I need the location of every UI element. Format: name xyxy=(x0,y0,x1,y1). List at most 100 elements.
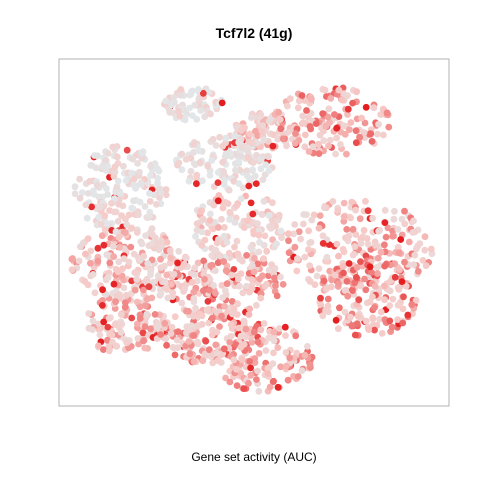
scatter-point-1366 xyxy=(313,272,321,280)
scatter-point-1424 xyxy=(353,264,361,271)
scatter-point-1235 xyxy=(347,214,354,222)
scatter-point-1343 xyxy=(357,240,365,247)
scatter-point-559 xyxy=(243,167,251,175)
scatter-point-1286 xyxy=(401,220,409,228)
scatter-point-303 xyxy=(341,130,349,138)
scatter-point-728 xyxy=(231,243,238,251)
scatter-point-1306 xyxy=(369,214,376,222)
scatter-point-1933 xyxy=(286,354,294,362)
scatter-point-951 xyxy=(79,239,87,247)
scatter-point-1126 xyxy=(256,275,263,283)
scatter-point-425 xyxy=(103,220,111,228)
scatter-point-1186 xyxy=(349,251,357,259)
scatter-point-287 xyxy=(344,92,351,99)
scatter-point-1293 xyxy=(294,255,301,263)
scatter-point-1329 xyxy=(285,230,292,238)
scatter-point-1486 xyxy=(400,293,407,301)
scatter-point-1674 xyxy=(162,335,170,343)
scatter-point-1521 xyxy=(386,317,394,325)
scatter-point-1859 xyxy=(253,376,260,383)
scatter-point-922 xyxy=(140,286,147,294)
scatter-point-605 xyxy=(175,159,183,167)
scatter-point-197 xyxy=(368,138,376,145)
scatter-point-457 xyxy=(104,191,111,198)
scatter-point-627 xyxy=(249,166,256,174)
scatter-point-727 xyxy=(220,233,228,240)
scatter-point-1671 xyxy=(216,323,223,330)
scatter-point-603 xyxy=(264,152,272,160)
scatter-point-743 xyxy=(207,210,214,218)
scatter-point-283 xyxy=(383,109,391,117)
scatter-point-1932 xyxy=(247,364,255,372)
scatter-point-1202 xyxy=(414,268,422,275)
scatter-point-616 xyxy=(221,176,229,184)
scatter-point-267 xyxy=(327,95,335,102)
scatter-point-1504 xyxy=(395,286,403,293)
scatter-point-1379 xyxy=(285,249,293,257)
scatter-point-1559 xyxy=(95,326,103,333)
scatter-point-75 xyxy=(241,124,248,132)
scatter-point-1882 xyxy=(255,387,263,395)
scatter-point-268 xyxy=(277,116,284,123)
scatter-point-585 xyxy=(209,135,217,143)
scatter-point-629 xyxy=(235,138,243,146)
scatter-point-1107 xyxy=(163,271,171,279)
scatter-point-1313 xyxy=(290,230,298,238)
scatter-point-1363 xyxy=(373,264,381,271)
scatter-point-1114 xyxy=(236,282,243,290)
scatter-point-1772 xyxy=(168,323,176,331)
scatter-point-1498 xyxy=(366,263,374,271)
scatter-point-1157 xyxy=(164,294,172,302)
scatter-point-721 xyxy=(193,220,201,228)
scatter-point-34 xyxy=(246,130,254,138)
scatter-point-1766 xyxy=(199,357,207,365)
scatter-point-1881 xyxy=(232,341,240,348)
scatter-point-898 xyxy=(120,255,128,263)
scatter-point-565 xyxy=(216,133,224,141)
scatter-point-305 xyxy=(333,124,341,132)
scatter-point-1119 xyxy=(251,255,258,262)
scatter-point-564 xyxy=(235,158,243,166)
scatter-point-402 xyxy=(147,172,154,179)
scatter-point-246 xyxy=(343,150,350,158)
scatter-point-89 xyxy=(259,122,267,129)
scatter-point-694 xyxy=(199,215,207,223)
scatter-point-1153 xyxy=(181,285,189,292)
scatter-point-1524 xyxy=(355,296,363,304)
scatter-point-752 xyxy=(277,227,285,235)
scatter-point-1050 xyxy=(190,295,198,302)
scatter-point-1149 xyxy=(204,298,212,305)
scatter-point-1783 xyxy=(190,332,198,339)
scatter-point-1364 xyxy=(326,267,334,275)
scatter-point-295 xyxy=(332,150,339,158)
scatter-point-1150 xyxy=(277,273,284,281)
scatter-point-1112 xyxy=(225,249,233,257)
scatter-point-1466 xyxy=(332,316,340,324)
scatter-point-1509 xyxy=(365,326,373,333)
scatter-point-611 xyxy=(204,162,212,170)
scatter-point-1224 xyxy=(364,240,372,248)
scatter-point-1860 xyxy=(257,326,265,334)
scatter-point-622 xyxy=(245,182,253,190)
scatter-point-1062 xyxy=(218,282,226,289)
scatter-point-1846 xyxy=(274,344,282,351)
scatter-point-587 xyxy=(185,177,193,185)
scatter-point-1091 xyxy=(248,285,256,292)
scatter-point-716 xyxy=(258,211,266,219)
scatter-point-1222 xyxy=(394,243,402,251)
scatter-point-1355 xyxy=(397,236,405,243)
scatter-point-854 xyxy=(167,254,175,262)
scatter-point-1039 xyxy=(265,266,273,274)
scatter-point-486 xyxy=(147,163,155,170)
scatter-point-911 xyxy=(157,290,165,298)
scatter-point-1362 xyxy=(377,248,385,256)
scatter-point-1511 xyxy=(320,277,328,285)
scatter-point-1796 xyxy=(205,346,213,354)
scatter-point-272 xyxy=(360,129,368,137)
scatter-point-201 xyxy=(299,112,307,120)
scatter-point-1878 xyxy=(254,367,261,375)
scatter-point-1938 xyxy=(250,328,258,336)
scatter-point-737 xyxy=(233,202,241,210)
scatter-point-1934 xyxy=(246,358,254,365)
scatter-point-292 xyxy=(346,126,353,133)
